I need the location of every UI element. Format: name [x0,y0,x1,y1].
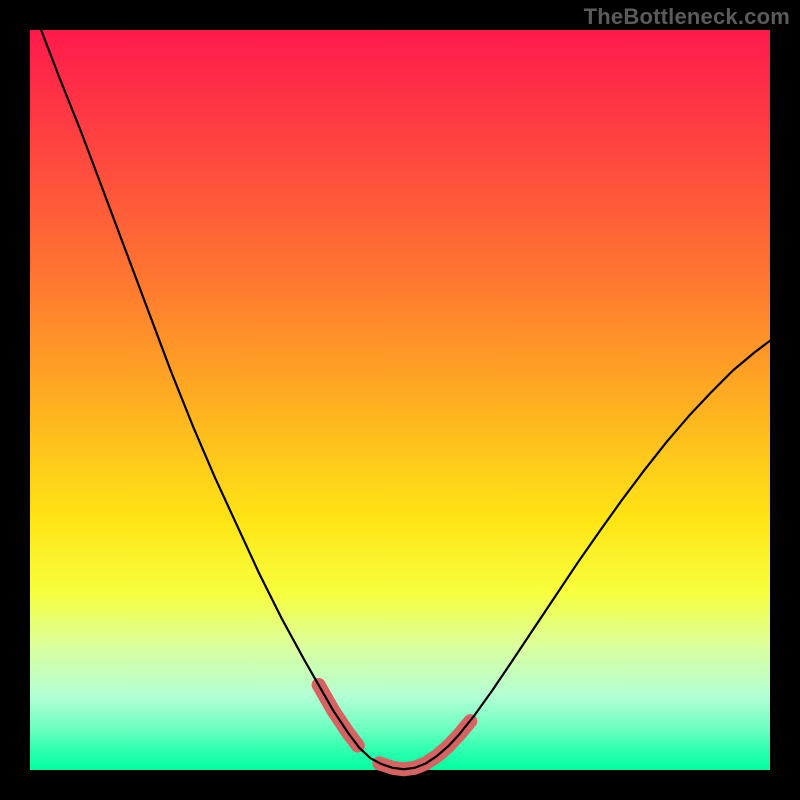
watermark-text: TheBottleneck.com [584,4,790,30]
chart-container: TheBottleneck.com [0,0,800,800]
bottleneck-plot [0,0,800,800]
plot-gradient-background [30,30,770,770]
